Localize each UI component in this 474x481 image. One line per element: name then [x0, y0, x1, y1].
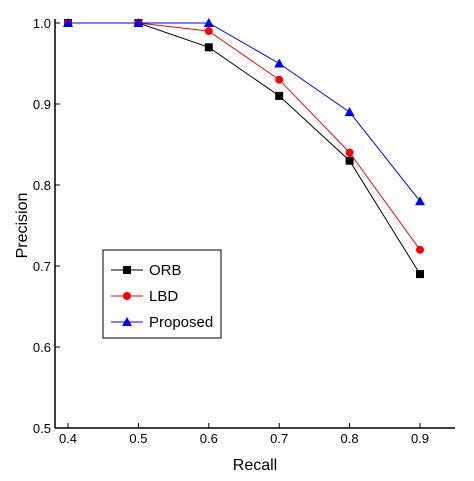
- x-tick-label: 0.7: [270, 431, 288, 446]
- x-tick-label: 0.5: [129, 431, 147, 446]
- legend-marker-proposed: [122, 317, 132, 326]
- x-tick-label: 0.6: [200, 431, 218, 446]
- data-point-lbd: [345, 148, 354, 157]
- legend-marker-orb: [123, 266, 131, 274]
- data-point-proposed: [274, 58, 285, 68]
- y-tick-label: 0.6: [33, 340, 51, 355]
- x-axis-title: Recall: [233, 457, 277, 474]
- data-point-proposed: [133, 18, 144, 27]
- series-line-lbd: [68, 22, 421, 251]
- data-point-lbd: [275, 75, 284, 84]
- legend-label-lbd: LBD: [149, 288, 178, 305]
- y-axis-title: Precision: [14, 193, 31, 259]
- data-point-proposed: [63, 18, 73, 27]
- data-point-orb: [345, 156, 354, 165]
- x-tick-label: 0.9: [411, 431, 429, 446]
- series-line-orb: [68, 22, 421, 275]
- legend-box: [102, 249, 222, 339]
- data-point-proposed: [415, 196, 425, 206]
- data-point-lbd: [204, 27, 213, 36]
- y-tick-label: 1.0: [33, 16, 51, 31]
- y-tick-label: 0.9: [33, 97, 51, 112]
- legend-label-orb: ORB: [149, 262, 182, 279]
- x-tick-label: 0.4: [59, 431, 77, 446]
- data-point-proposed: [344, 107, 355, 117]
- data-point-orb: [416, 270, 424, 279]
- legend: ORB LBD Proposed: [102, 249, 222, 339]
- data-point-lbd: [416, 245, 424, 254]
- plot-area: 0.4 0.5 0.6 0.7 0.8 0.9 0.5 0.6 0.7 0.8 0.9 1.0: [33, 16, 455, 446]
- series-line-proposed: [68, 22, 421, 202]
- legend-label-proposed: Proposed: [149, 314, 213, 331]
- y-tick-label: 0.8: [33, 178, 51, 193]
- data-point-orb: [204, 43, 213, 52]
- data-point-proposed: [203, 18, 214, 27]
- y-tick-label: 0.5: [33, 421, 51, 436]
- y-tick-label: 0.7: [33, 259, 51, 274]
- data-point-orb: [275, 91, 284, 100]
- legend-marker-lbd: [123, 292, 131, 300]
- x-tick-label: 0.8: [341, 431, 359, 446]
